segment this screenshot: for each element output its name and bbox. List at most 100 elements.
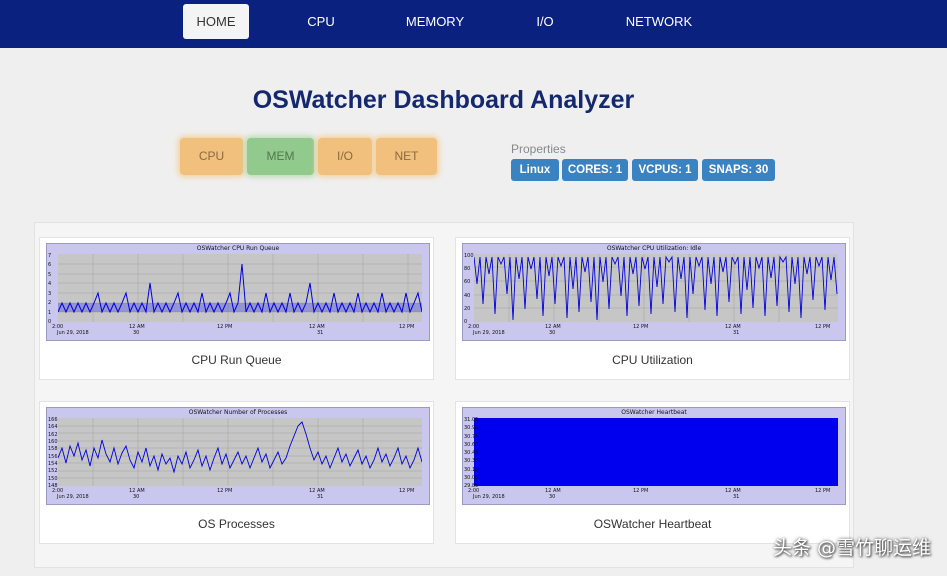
- chart-title: OSWatcher CPU Run Queue: [196, 245, 280, 252]
- x-tick: 2:00: [52, 324, 64, 330]
- y-tick-label: 30.30: [464, 458, 479, 465]
- y-tick-label: 3: [48, 290, 52, 297]
- x-tick: 12 AM: [545, 488, 561, 494]
- nav-network[interactable]: NETWORK: [625, 14, 693, 29]
- y-tick-label: 6: [48, 262, 52, 269]
- y-tick-label: 4: [48, 281, 52, 288]
- x-tick: 2:00: [52, 488, 64, 494]
- x-tick: 12 PM: [217, 488, 233, 494]
- x-tick: 12 PM: [815, 324, 831, 330]
- run-queue-chart: OSWatcher CPU Run Queue 2:00 12 AM 12 PM…: [46, 243, 430, 341]
- x-tick: 2:00: [468, 324, 480, 330]
- io-selector-button[interactable]: I/O: [318, 138, 372, 175]
- x-tick: 12 PM: [399, 488, 415, 494]
- y-tick-label: 60: [464, 279, 471, 286]
- properties-label: Properties: [511, 142, 566, 156]
- x-tick: 12 AM: [545, 324, 561, 330]
- net-selector-button[interactable]: NET: [376, 138, 437, 175]
- y-tick-label: 30.00: [464, 474, 479, 481]
- y-tick-label: 0: [464, 319, 468, 325]
- y-tick-label: 7: [48, 253, 52, 259]
- heartbeat-chart: OSWatcher Heartbeat 2:00 12 AM 12 PM 12 …: [462, 407, 846, 505]
- plot-area: [57, 254, 423, 322]
- x-date: Jun 29, 2018: [473, 494, 505, 500]
- os-badge: Linux: [511, 159, 559, 181]
- x-day: 30: [133, 330, 140, 336]
- y-tick-label: 40: [464, 292, 471, 299]
- chart-title: OSWatcher CPU Utilization: Idle: [606, 245, 702, 252]
- chart-title: OSWatcher Heartbeat: [621, 409, 687, 416]
- y-tick-label: 80: [464, 266, 471, 273]
- nav-memory[interactable]: MEMORY: [405, 14, 465, 29]
- vcpus-badge: VCPUS: 1: [632, 159, 698, 181]
- watermark-text: 头条 @雪竹聊运维: [772, 537, 931, 559]
- os-processes-chart: OSWatcher Number of Processes 2:00 12 AM…: [46, 407, 430, 505]
- plot-area: [57, 418, 423, 486]
- chart-caption: CPU Run Queue: [191, 353, 282, 367]
- y-tick-label: 1: [48, 309, 52, 316]
- cpu-utilization-chart: OSWatcher CPU Utilization: Idle 2:00 12 …: [462, 243, 846, 341]
- y-tick-label: 166: [48, 417, 58, 423]
- y-tick-label: 156: [48, 453, 58, 460]
- y-tick-label: 164: [48, 424, 58, 431]
- x-tick: 12 AM: [725, 488, 741, 494]
- y-tick-label: 30.75: [464, 433, 479, 440]
- x-tick: 12 AM: [309, 324, 325, 330]
- x-tick: 12 PM: [399, 324, 415, 330]
- nav-cpu[interactable]: CPU: [307, 14, 335, 29]
- y-tick-label: 150: [48, 475, 58, 482]
- charts-panel: OSWatcher CPU Run Queue 2:00 12 AM 12 PM…: [34, 222, 854, 568]
- x-tick: 12 PM: [217, 324, 233, 330]
- cores-badge: CORES: 1: [562, 159, 628, 181]
- y-tick-label: 30.90: [464, 425, 479, 432]
- processes-trace: [57, 418, 423, 486]
- chart-card-heartbeat[interactable]: OSWatcher Heartbeat 2:00 12 AM 12 PM 12 …: [455, 401, 850, 544]
- mem-selector-button[interactable]: MEM: [247, 138, 314, 175]
- x-day: 31: [733, 330, 740, 336]
- x-day: 31: [317, 494, 324, 500]
- chart-caption: OS Processes: [198, 517, 275, 531]
- chart-title: OSWatcher Number of Processes: [188, 409, 288, 416]
- x-tick: 12 PM: [633, 488, 649, 494]
- y-tick-label: 160: [48, 439, 58, 445]
- x-tick: 12 PM: [633, 324, 649, 330]
- cpu-selector-button[interactable]: CPU: [180, 138, 243, 175]
- chart-card-cpu-utilization[interactable]: OSWatcher CPU Utilization: Idle 2:00 12 …: [455, 237, 850, 380]
- x-date: Jun 29, 2018: [57, 494, 89, 500]
- y-tick-label: 30.45: [464, 450, 479, 456]
- x-tick: 2:00: [468, 488, 480, 494]
- y-tick-label: 100: [464, 253, 474, 259]
- y-tick-label: 0: [48, 319, 52, 325]
- cpu-idle-trace: [473, 254, 838, 322]
- y-tick-label: 158: [48, 446, 58, 453]
- x-tick: 12 AM: [129, 324, 145, 330]
- y-tick-label: 152: [48, 468, 58, 475]
- chart-card-run-queue[interactable]: OSWatcher CPU Run Queue 2:00 12 AM 12 PM…: [39, 237, 434, 380]
- x-day: 30: [133, 494, 140, 500]
- x-date: Jun 29, 2018: [473, 330, 505, 336]
- y-tick-label: 20: [464, 305, 471, 312]
- y-tick-label: 162: [48, 431, 58, 438]
- x-tick: 12 PM: [815, 488, 831, 494]
- x-tick: 12 AM: [309, 488, 325, 494]
- x-tick: 12 AM: [129, 488, 145, 494]
- y-tick-label: 30.60: [464, 441, 479, 448]
- y-tick-label: 148: [48, 483, 58, 489]
- page-title: OSWatcher Dashboard Analyzer: [252, 86, 635, 114]
- y-tick-label: 2: [48, 300, 52, 307]
- y-tick-label: 30.15: [464, 466, 479, 473]
- plot-area: [474, 418, 838, 486]
- x-day: 30: [549, 494, 556, 500]
- x-day: 30: [549, 330, 556, 336]
- chart-card-os-processes[interactable]: OSWatcher Number of Processes 2:00 12 AM…: [39, 401, 434, 544]
- y-tick-label: 5: [48, 271, 52, 278]
- plot-area: [473, 254, 838, 322]
- snaps-badge: SNAPS: 30: [702, 159, 775, 181]
- chart-caption: OSWatcher Heartbeat: [593, 517, 712, 531]
- top-navbar: HOME CPU MEMORY I/O NETWORK: [0, 0, 947, 48]
- x-date: Jun 29, 2018: [57, 330, 89, 336]
- run-queue-trace: [57, 254, 423, 322]
- nav-home[interactable]: HOME: [183, 4, 249, 39]
- nav-io[interactable]: I/O: [536, 14, 554, 29]
- x-day: 31: [733, 494, 740, 500]
